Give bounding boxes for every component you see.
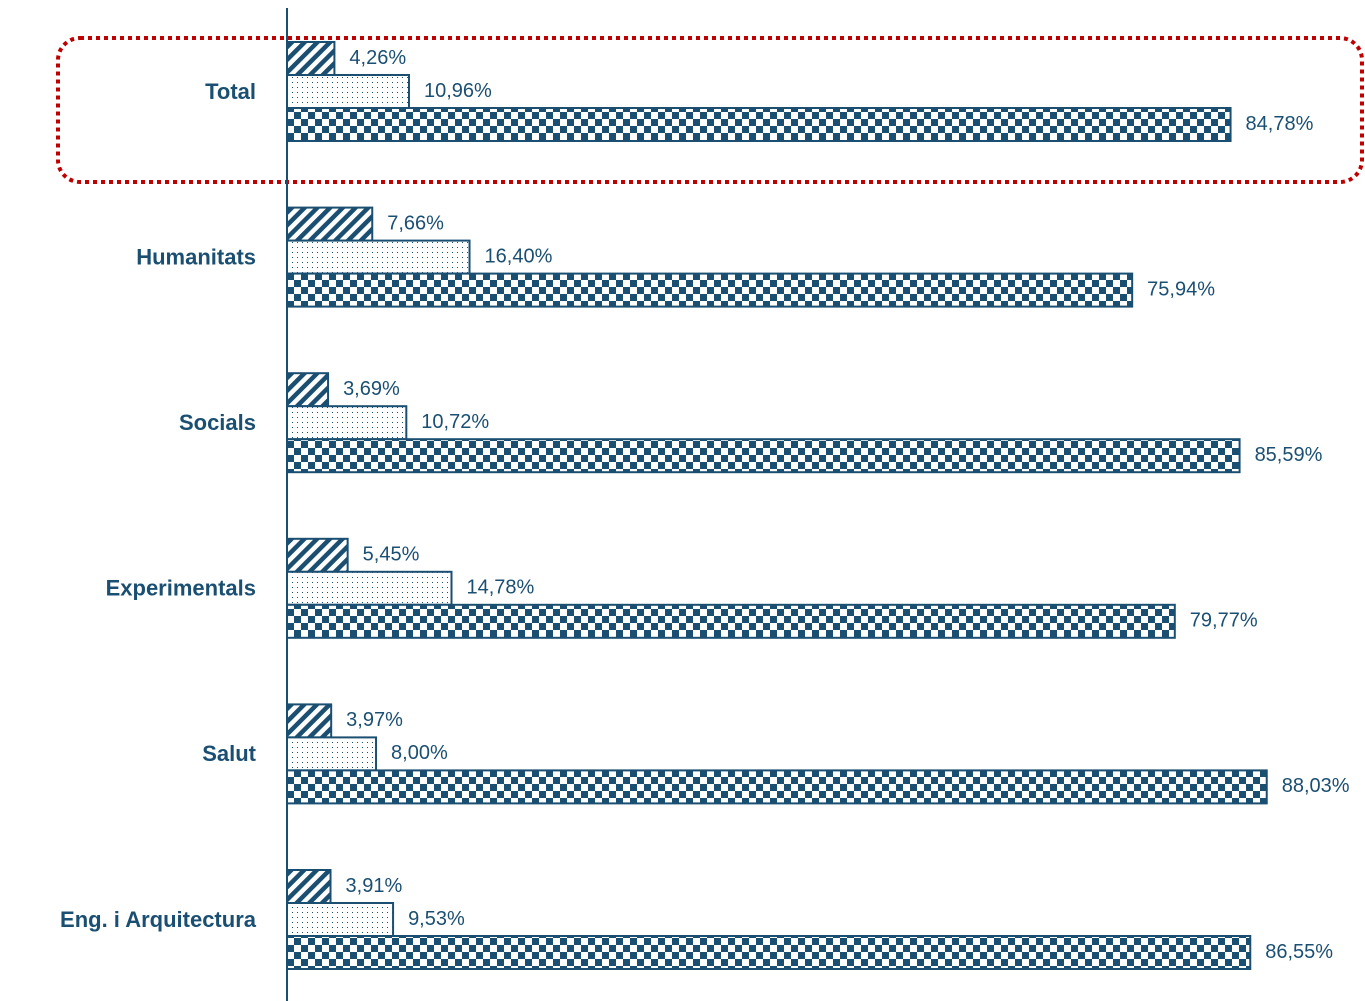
- bar: [286, 41, 336, 76]
- value-label: 5,45%: [363, 544, 420, 566]
- bar: [286, 107, 1232, 142]
- value-label: 84,78%: [1246, 113, 1314, 135]
- value-label: 86,55%: [1265, 941, 1333, 963]
- bar: [286, 206, 374, 242]
- bar: [286, 935, 1252, 970]
- value-label: 14,78%: [466, 577, 534, 599]
- category-label: Humanitats: [136, 244, 256, 269]
- bar: [286, 703, 333, 739]
- value-label: 4,26%: [349, 47, 406, 69]
- category-label: Experimentals: [106, 576, 256, 601]
- category-label: Total: [205, 79, 256, 104]
- value-label: 8,00%: [391, 742, 448, 764]
- category-label: Eng. i Arquitectura: [60, 907, 257, 932]
- bar: [286, 902, 395, 937]
- bar: [286, 438, 1241, 474]
- value-label: 3,69%: [343, 378, 400, 400]
- value-label: 9,53%: [408, 908, 465, 930]
- value-label: 16,40%: [485, 245, 553, 267]
- bar: [286, 570, 453, 606]
- category-label: Salut: [202, 741, 256, 766]
- bar: [286, 272, 1134, 308]
- value-label: 3,91%: [346, 875, 403, 897]
- bar: [286, 537, 349, 573]
- bar: [286, 239, 471, 275]
- highlight-box: [56, 36, 1364, 184]
- value-label: 7,66%: [387, 212, 444, 234]
- value-label: 85,59%: [1255, 444, 1323, 466]
- value-label: 79,77%: [1190, 610, 1258, 632]
- value-label: 88,03%: [1282, 775, 1350, 797]
- bar: [286, 74, 410, 109]
- category-label: Socials: [179, 410, 256, 435]
- bar: [286, 405, 408, 441]
- bar: [286, 372, 330, 408]
- value-label: 10,96%: [424, 80, 492, 102]
- bar: [286, 603, 1176, 639]
- value-label: 3,97%: [346, 709, 403, 731]
- value-label: 75,94%: [1147, 278, 1215, 300]
- bar: [286, 769, 1268, 805]
- bar: [286, 869, 332, 904]
- value-label: 10,72%: [421, 411, 489, 433]
- bar: [286, 736, 378, 772]
